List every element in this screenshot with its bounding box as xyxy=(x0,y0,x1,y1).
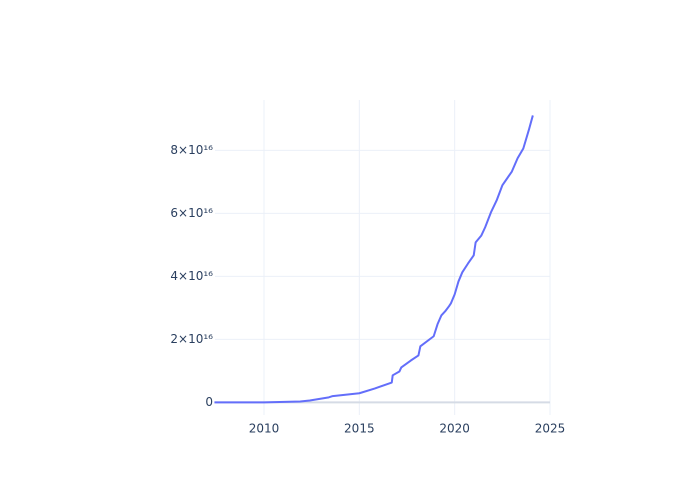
y-tick-label: 6×10¹⁶ xyxy=(170,206,213,220)
x-tick-label: 2010 xyxy=(249,422,280,436)
y-tick-label: 2×10¹⁶ xyxy=(170,332,213,346)
line xyxy=(214,115,534,404)
x-tick-label: 2020 xyxy=(439,422,470,436)
y-tick-label: 8×10¹⁶ xyxy=(170,143,213,157)
x-tick-label: 2025 xyxy=(535,422,566,436)
y-tick-label: 4×10¹⁶ xyxy=(170,269,213,283)
x-tick-label: 2015 xyxy=(344,422,375,436)
y-tick-label: 0 xyxy=(205,395,213,409)
